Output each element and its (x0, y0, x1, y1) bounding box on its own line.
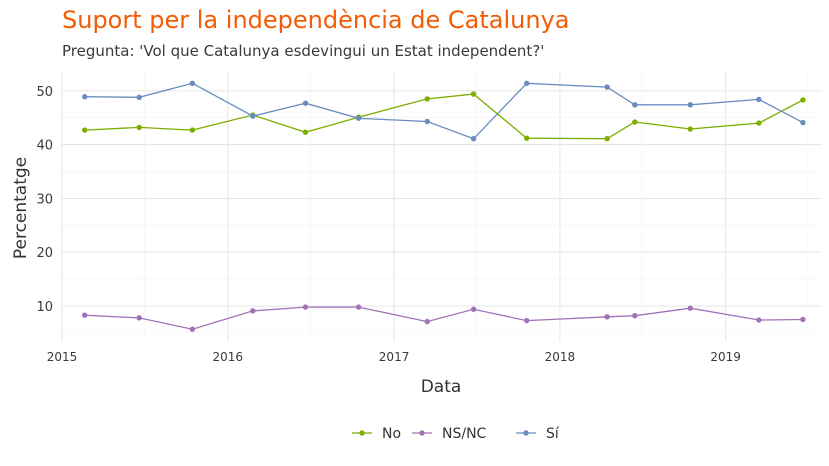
data-point (82, 312, 88, 318)
data-point (424, 318, 430, 325)
y-tick-label: 50 (36, 85, 53, 100)
data-point (136, 124, 142, 131)
data-point (136, 94, 142, 100)
y-axis-title: Percentatge (11, 157, 31, 259)
data-point (800, 316, 806, 323)
data-point (687, 126, 693, 132)
data-point (355, 115, 362, 121)
data-point (189, 326, 196, 332)
series-line (84, 306, 803, 330)
x-axis-title: Data (421, 377, 462, 397)
data-point (355, 304, 362, 310)
data-point (524, 80, 530, 86)
x-tick-label: 2019 (710, 350, 741, 364)
x-tick-label: 2018 (545, 350, 576, 364)
y-tick-labels: 10 20 30 40 50 (36, 85, 53, 315)
data-point (302, 129, 309, 135)
data-point (250, 308, 256, 314)
legend-key-point (359, 430, 365, 436)
legend-key-point (419, 430, 425, 436)
chart-subtitle: Pregunta: 'Vol que Catalunya esdevingui … (62, 42, 545, 60)
x-tick-label: 2015 (47, 350, 78, 364)
data-point (756, 96, 762, 103)
data-point (687, 102, 693, 108)
x-tick-label: 2017 (379, 350, 410, 364)
x-tick-labels: 2015 2016 2017 2018 2019 (47, 350, 741, 364)
legend-item: NS/NC (412, 426, 487, 442)
data-point (302, 100, 309, 106)
data-point (604, 84, 610, 90)
data-point (136, 315, 142, 321)
legend-item: No (352, 426, 401, 442)
legend-item: Sí (516, 426, 560, 442)
data-point (82, 127, 88, 133)
legend-key-point (523, 430, 529, 436)
data-point (82, 94, 88, 100)
legend-label: No (382, 426, 401, 442)
data-point (302, 304, 309, 310)
y-tick-label: 20 (36, 246, 53, 261)
data-point (632, 313, 638, 319)
series-layer (82, 80, 806, 332)
data-point (524, 317, 530, 324)
data-point (424, 96, 430, 102)
x-tick-label: 2016 (213, 350, 244, 364)
data-point (800, 97, 806, 103)
data-point (470, 91, 477, 97)
data-point (756, 120, 762, 126)
legend-label: NS/NC (442, 426, 487, 442)
data-point (604, 136, 610, 142)
data-point (470, 136, 477, 142)
data-point (189, 80, 196, 86)
data-point (756, 317, 762, 323)
data-point (189, 127, 196, 133)
data-point (424, 118, 430, 125)
data-point (632, 102, 638, 108)
series-No (82, 91, 806, 142)
data-point (604, 314, 610, 320)
series-Sí (82, 80, 806, 142)
data-point (250, 113, 256, 119)
y-tick-label: 10 (36, 300, 53, 315)
data-point (470, 306, 477, 312)
series-line (84, 82, 804, 140)
legend: No NS/NC Sí (352, 426, 560, 442)
data-point (800, 119, 806, 126)
y-tick-label: 30 (36, 192, 53, 207)
data-point (632, 119, 638, 125)
y-tick-label: 40 (36, 139, 53, 154)
legend-label: Sí (546, 426, 560, 442)
series-NS/NC (82, 304, 806, 332)
data-point (524, 135, 530, 141)
chart-title: Suport per la independència de Catalunya (62, 6, 570, 34)
data-point (687, 305, 693, 311)
grid-lines (61, 72, 822, 341)
series-line (84, 93, 804, 140)
